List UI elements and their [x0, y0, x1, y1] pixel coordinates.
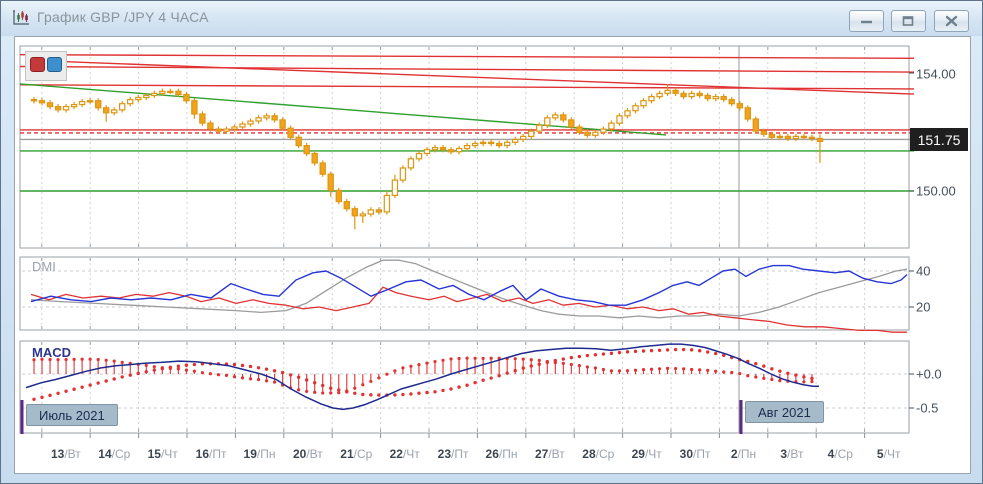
xaxis-label: 3/Вт: [780, 447, 804, 461]
xaxis-label: 22/Чт: [389, 447, 420, 461]
xaxis-label: 30/Пт: [679, 447, 711, 461]
xaxis-label: 20/Вт: [292, 447, 323, 461]
xaxis-label: 15/Чт: [147, 447, 178, 461]
xaxis-label: 28/Ср: [582, 447, 615, 461]
xaxis-label: 21/Ср: [340, 447, 373, 461]
macd-axis-label-zero: +0.0: [916, 366, 942, 382]
xaxis-label: 23/Пт: [437, 447, 469, 461]
price-axis-label-150: 150.00: [916, 183, 956, 199]
xaxis-label: 27/Вт: [534, 447, 565, 461]
legend-panel: [25, 51, 67, 81]
xaxis-label: 5/Чт: [876, 447, 901, 461]
legend-red-button[interactable]: [30, 57, 45, 72]
macd-axis-label-neg: -0.5: [916, 400, 939, 416]
xaxis-label: 4/Ср: [827, 447, 853, 461]
month-label-july: Июль 2021: [26, 404, 118, 426]
current-price-badge: 151.75: [910, 128, 968, 151]
xaxis-label: 29/Чт: [631, 447, 662, 461]
macd-pane-label: MACD: [32, 345, 71, 360]
minimize-button[interactable]: [849, 10, 884, 32]
xaxis-label: 2/Пн: [730, 447, 757, 461]
price-axis-label-154: 154.00: [916, 66, 956, 82]
xaxis-label: 14/Ср: [98, 447, 131, 461]
legend-blue-button[interactable]: [47, 57, 62, 72]
xaxis-label: 19/Пн: [243, 447, 276, 461]
dmi-axis-label-40: 40: [916, 263, 931, 279]
xaxis-label: 13/Вт: [50, 447, 81, 461]
restore-button[interactable]: [891, 10, 926, 32]
xaxis-label: 16/Пт: [195, 447, 227, 461]
xaxis-label: 26/Пн: [485, 447, 518, 461]
close-icon: [945, 15, 958, 27]
month-label-aug: Авг 2021: [745, 401, 824, 423]
close-button[interactable]: [934, 10, 969, 32]
dmi-pane-label: DMI: [32, 259, 56, 274]
dmi-axis-label-20: 20: [916, 299, 931, 315]
titlebar[interactable]: График GBP /JPY 4 ЧАСА: [1, 1, 982, 36]
restore-icon: [902, 16, 914, 26]
minimize-icon: [861, 20, 872, 24]
window-title: График GBP /JPY 4 ЧАСА: [37, 9, 209, 25]
chart-icon: [13, 9, 29, 25]
